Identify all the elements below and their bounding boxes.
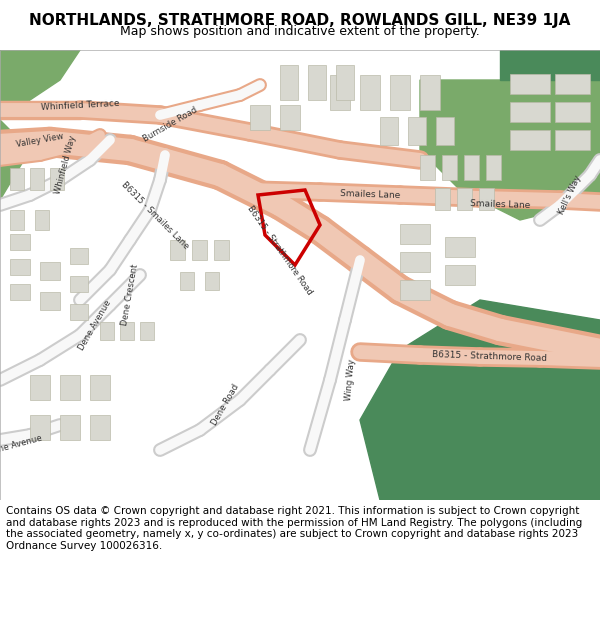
Bar bbox=[70, 276, 88, 292]
Bar bbox=[10, 259, 30, 275]
Text: Smailes Lane: Smailes Lane bbox=[470, 199, 530, 211]
Bar bbox=[464, 155, 479, 180]
Bar bbox=[90, 375, 110, 400]
Bar bbox=[205, 272, 219, 290]
Text: Valley View: Valley View bbox=[16, 131, 64, 149]
Bar bbox=[330, 75, 350, 110]
Bar bbox=[40, 262, 60, 280]
Bar bbox=[308, 65, 326, 100]
Bar bbox=[192, 240, 207, 260]
Text: Map shows position and indicative extent of the property.: Map shows position and indicative extent… bbox=[120, 24, 480, 38]
Text: Kell's Way: Kell's Way bbox=[557, 174, 583, 216]
Bar bbox=[100, 322, 114, 340]
Bar bbox=[436, 117, 454, 145]
Bar bbox=[360, 75, 380, 110]
Bar bbox=[510, 102, 550, 122]
Bar bbox=[486, 155, 501, 180]
Bar bbox=[10, 210, 24, 230]
Bar bbox=[280, 65, 298, 100]
Text: Wing Way: Wing Way bbox=[344, 359, 356, 401]
Bar bbox=[445, 265, 475, 285]
Bar bbox=[390, 75, 410, 110]
Bar bbox=[555, 130, 590, 150]
Bar bbox=[400, 224, 430, 244]
Bar bbox=[10, 168, 24, 190]
Text: NORTHLANDS, STRATHMORE ROAD, ROWLANDS GILL, NE39 1JA: NORTHLANDS, STRATHMORE ROAD, ROWLANDS GI… bbox=[29, 12, 571, 28]
Bar bbox=[280, 105, 300, 130]
Bar bbox=[336, 65, 354, 100]
Text: Contains OS data © Crown copyright and database right 2021. This information is : Contains OS data © Crown copyright and d… bbox=[6, 506, 582, 551]
Text: Dene Avenue: Dene Avenue bbox=[0, 433, 43, 457]
Text: Smailes Lane: Smailes Lane bbox=[340, 189, 400, 201]
Text: Dene Crescent: Dene Crescent bbox=[120, 264, 140, 326]
Polygon shape bbox=[500, 50, 600, 80]
Bar bbox=[555, 102, 590, 122]
Bar bbox=[30, 168, 44, 190]
Bar bbox=[120, 322, 134, 340]
Text: Whinfield Terrace: Whinfield Terrace bbox=[40, 99, 119, 111]
Bar bbox=[479, 188, 494, 210]
Polygon shape bbox=[420, 80, 600, 220]
Bar bbox=[40, 292, 60, 310]
Bar bbox=[510, 74, 550, 94]
Bar bbox=[420, 155, 435, 180]
Text: B6315 - Smailes Lane: B6315 - Smailes Lane bbox=[119, 179, 190, 251]
Bar bbox=[70, 304, 88, 320]
Polygon shape bbox=[0, 50, 80, 120]
Bar bbox=[60, 375, 80, 400]
Bar bbox=[35, 210, 49, 230]
Text: B6315 - Strathmore Road: B6315 - Strathmore Road bbox=[433, 351, 548, 364]
Bar bbox=[435, 188, 450, 210]
Bar bbox=[30, 415, 50, 440]
Bar bbox=[380, 117, 398, 145]
Bar bbox=[60, 415, 80, 440]
Bar bbox=[555, 74, 590, 94]
Bar bbox=[30, 375, 50, 400]
Bar bbox=[90, 415, 110, 440]
Bar bbox=[10, 234, 30, 250]
Bar bbox=[420, 75, 440, 110]
Polygon shape bbox=[360, 300, 600, 500]
Bar bbox=[50, 168, 64, 190]
Bar bbox=[457, 188, 472, 210]
Bar bbox=[442, 155, 457, 180]
Bar bbox=[140, 322, 154, 340]
Bar bbox=[445, 237, 475, 257]
Bar bbox=[510, 130, 550, 150]
Bar bbox=[10, 284, 30, 300]
Text: Dene Avenue: Dene Avenue bbox=[77, 298, 113, 352]
Text: Dene Road: Dene Road bbox=[209, 382, 241, 428]
Text: Whinfield Way: Whinfield Way bbox=[53, 135, 77, 195]
Bar bbox=[214, 240, 229, 260]
Text: B6315 - Strathmore Road: B6315 - Strathmore Road bbox=[245, 204, 314, 296]
Bar bbox=[70, 248, 88, 264]
Bar bbox=[180, 272, 194, 290]
Bar bbox=[400, 252, 430, 272]
Polygon shape bbox=[0, 120, 30, 200]
Bar bbox=[400, 280, 430, 300]
Bar bbox=[250, 105, 270, 130]
Text: Burnside Road: Burnside Road bbox=[141, 106, 199, 144]
Bar bbox=[408, 117, 426, 145]
Bar bbox=[170, 240, 185, 260]
